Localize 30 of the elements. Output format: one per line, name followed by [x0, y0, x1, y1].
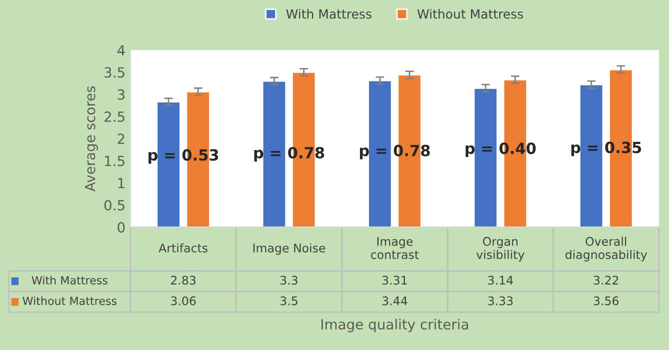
y-axis-title: Average scores [84, 86, 98, 192]
x-tick-label: Image Noise [253, 243, 326, 255]
y-tick-label: 3.5 [104, 67, 124, 78]
y-tick-label: 4 [117, 45, 125, 56]
data-label: 3.06 [171, 296, 196, 306]
y-tick-label: 1.5 [105, 156, 124, 166]
data-label: 3.22 [594, 276, 618, 285]
y-tick-label: 1 [118, 178, 124, 188]
data-label: 3.3 [280, 276, 298, 285]
x-axis-title: Image quality criteria [322, 318, 468, 332]
data-label: 3.44 [382, 296, 408, 306]
y-tick-label: 0.5 [104, 200, 124, 210]
y-tick-label: 3 [118, 89, 124, 100]
y-tick-label: 2 [118, 134, 124, 144]
x-tick-label: Artifacts [158, 243, 208, 252]
legend-label: Without Mattress [417, 8, 524, 19]
data-label: 3.5 [280, 296, 298, 306]
legend-label: With Mattress [286, 8, 372, 19]
x-tick-label: Organ visibility [476, 236, 524, 262]
data-label: 3.33 [488, 296, 513, 306]
y-tick-label: 0 [118, 222, 125, 233]
data-label: 3.14 [488, 276, 513, 285]
data-label: 3.56 [594, 296, 619, 306]
text: With Mattress [32, 276, 108, 284]
x-tick-label: Image contrast [371, 237, 419, 260]
y-tick-label: 2.5 [104, 111, 124, 122]
data-label: 2.83 [171, 276, 196, 285]
data-label: 3.31 [382, 276, 407, 285]
x-tick-label: Overall diagnosability [565, 236, 648, 262]
text: Without Mattress [22, 296, 117, 306]
